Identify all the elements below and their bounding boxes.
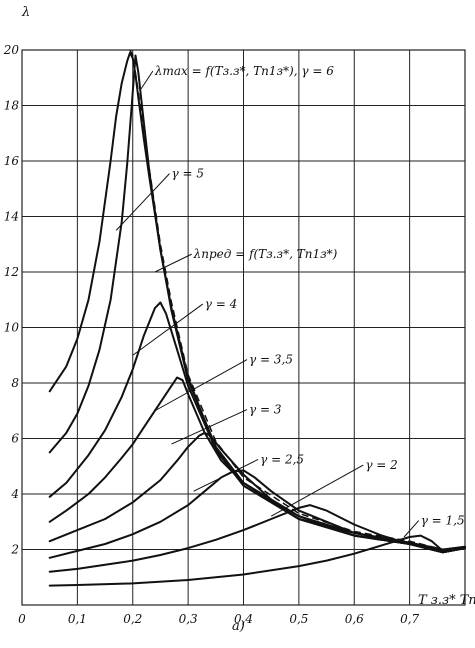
y-tick-label: 20: [3, 43, 20, 57]
annotation-leader: [403, 520, 420, 538]
annotation-label: γ = 2: [365, 458, 398, 472]
x-tick-label: 0,1: [68, 612, 87, 626]
envelope-line: [129, 49, 443, 551]
series-line: [48, 51, 466, 551]
annotation-leader: [193, 459, 259, 492]
annotation-label: γ = 3: [249, 403, 282, 417]
series-curves: [48, 49, 466, 587]
x-tick-label: 0,7: [400, 612, 419, 626]
annotation-leaders: [115, 70, 420, 538]
annotation-label: γ = 2,5: [260, 452, 304, 466]
y-tick-label: 2: [10, 543, 19, 557]
annotation-leader: [132, 303, 204, 356]
tick-labels: 0 0,1 0,2 0,3 0,4 0,5 0,6 0,7 2 4 6 8 10 12 14 16 18 20: [3, 43, 420, 626]
grid-lines: [21, 49, 466, 606]
y-axis-title: λ: [21, 5, 30, 20]
annotation-label: λпред = f(Tз.з*, Tп1з*): [193, 247, 338, 261]
y-tick-label: 10: [4, 321, 20, 335]
annotations: λmax = f(Tз.з*, Tп1з*), γ = 6 γ = 5 λпред …: [154, 64, 465, 528]
x-axis-title: T з.з* Tп1з*: [418, 593, 475, 608]
annotation-label: γ = 5: [172, 167, 205, 181]
annotation-leader: [270, 464, 364, 517]
annotation-leader: [140, 70, 154, 90]
annotation-label: γ = 4: [205, 297, 238, 311]
y-tick-label: 4: [10, 487, 19, 501]
series-line: [48, 431, 466, 554]
x-tick-label: 0,6: [345, 612, 364, 626]
y-tick-label: 18: [4, 99, 20, 113]
series-line: [48, 534, 466, 587]
annotation-leader: [154, 253, 192, 273]
figure-caption: а): [232, 619, 245, 634]
x-tick-label: 0: [18, 612, 26, 626]
series-line: [48, 54, 466, 552]
y-tick-label: 6: [11, 432, 19, 446]
y-tick-label: 8: [11, 376, 19, 390]
annotation-label: γ = 1,5: [421, 514, 465, 528]
y-tick-label: 12: [4, 265, 19, 279]
x-tick-label: 0,2: [123, 612, 142, 626]
annotation-leader: [154, 359, 248, 412]
x-tick-label: 0,3: [179, 612, 198, 626]
y-tick-label: 14: [4, 210, 19, 224]
y-tick-label: 16: [4, 154, 20, 168]
x-tick-label: 0,5: [289, 612, 308, 626]
annotation-label: γ = 3,5: [249, 353, 293, 367]
x-tick-label: 0,4: [234, 612, 253, 626]
annotation-leader: [171, 409, 248, 445]
annotation-leader: [115, 173, 170, 231]
annotation-label: λmax = f(Tз.з*, Tп1з*), γ = 6: [154, 64, 334, 78]
